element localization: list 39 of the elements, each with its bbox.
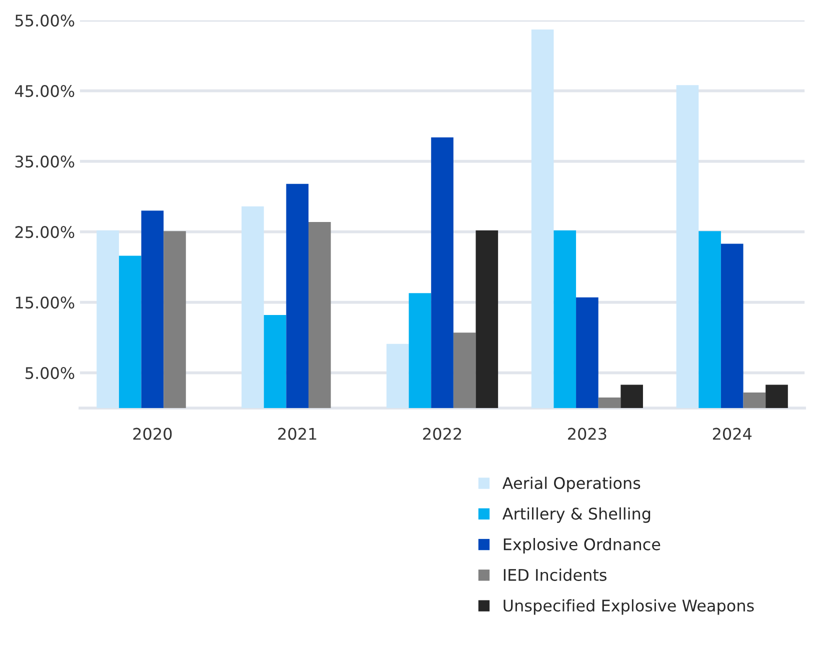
bar	[286, 184, 309, 408]
bar	[766, 384, 788, 408]
legend-label: Unspecified Explosive Weapons	[504, 599, 754, 615]
bar	[698, 231, 721, 408]
bar	[620, 384, 643, 408]
bar	[118, 256, 142, 408]
bar	[308, 222, 331, 408]
x-tick-label: 2022	[423, 428, 461, 440]
bar	[386, 344, 409, 408]
bar	[453, 332, 476, 408]
bar	[598, 397, 621, 408]
legend-label: Explosive Ordnance	[504, 538, 660, 554]
y-tick-label: 25.00%	[15, 226, 74, 238]
bar	[720, 244, 744, 408]
bar	[96, 230, 119, 408]
y-tick-label: 15.00%	[16, 296, 74, 309]
x-tick-label: 2023	[568, 428, 606, 440]
y-tick-label: 35.00%	[15, 156, 74, 168]
bar	[431, 137, 454, 408]
legend-label: Artillery & Shelling	[502, 507, 650, 523]
y-tick-label: 55.00%	[15, 14, 74, 27]
bar	[141, 210, 164, 408]
bar	[408, 293, 432, 408]
bar	[554, 230, 576, 408]
bar	[576, 297, 598, 408]
y-tick-label: 45.00%	[14, 85, 74, 98]
y-tick-label: 5.00%	[26, 367, 74, 380]
bar	[743, 392, 766, 408]
legend-label: IED Incidents	[504, 568, 606, 581]
x-tick-label: 2024	[712, 428, 752, 440]
x-tick-label: 2020	[133, 428, 172, 440]
bar	[164, 231, 186, 408]
x-tick-label: 2021	[278, 428, 316, 440]
bar	[476, 230, 498, 408]
bar	[531, 29, 554, 408]
legend-label: Aerial Operations	[502, 476, 640, 492]
bar	[242, 206, 264, 408]
bar	[676, 85, 699, 408]
bar	[264, 315, 286, 408]
